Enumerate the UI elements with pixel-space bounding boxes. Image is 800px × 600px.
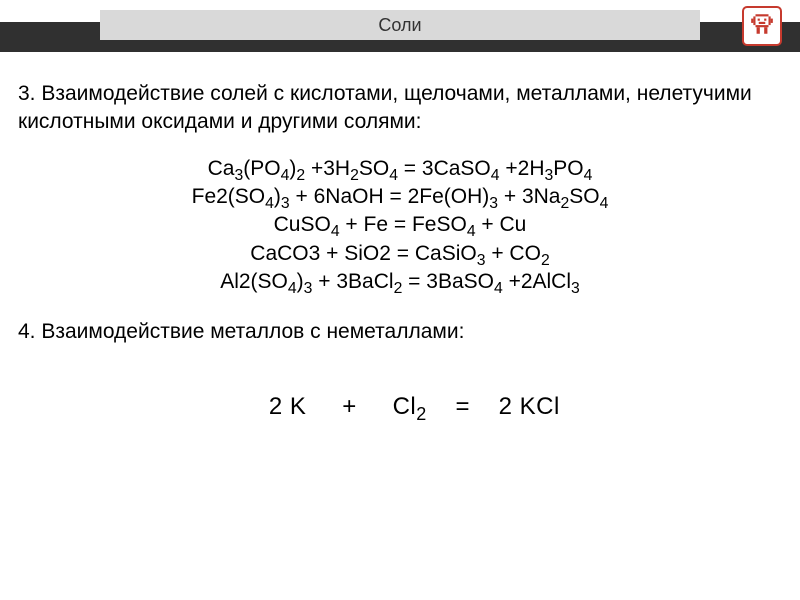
eq5-s1: 4 [288,280,297,297]
section3-heading: 3. Взаимодействие солей с кислотами, щел… [18,80,782,137]
eq4-p1: CaCO3 + SiO2 = CaSiO [250,242,476,265]
eq5-p2: ) [297,270,304,293]
eq1-eq: = [398,157,422,180]
eq1-s4: 2 [350,167,359,184]
eq1-s5: 4 [389,167,398,184]
eq1-s1: 3 [234,167,243,184]
eq3-s2: 4 [467,224,476,241]
eq1-p6: 3CaSO [422,157,491,180]
eq6-p3: 2 KCl [499,393,560,420]
section3-equations: Ca3(PO4)2 +3H2SO4 = 3CaSO4 +2H3PO4 Fe2(S… [18,155,782,297]
eq1-p1: Ca [208,157,235,180]
eq6-g2: = [427,393,499,420]
eq2-s5: 4 [600,195,609,212]
equation-3: CuSO4 + Fe = FeSO4 + Cu [18,211,782,239]
eq1-s7: 3 [545,167,554,184]
eq2-s4: 2 [560,195,569,212]
eq5-p5: +2AlCl [503,270,571,293]
eq1-p8: PO [553,157,583,180]
eq6-p1: 2 K [269,393,307,420]
eq6-s1: 2 [416,404,427,424]
eq6-p2: Cl [393,393,417,420]
eq2-p1: Fe2(SO [192,185,266,208]
eq5-p1: Al2(SO [220,270,288,293]
title-bar: Соли [100,10,700,40]
eq1-s8: 4 [584,167,593,184]
eq5-s5: 3 [571,280,580,297]
eq6-g1: + [306,393,392,420]
slide-content: 3. Взаимодействие солей с кислотами, щел… [18,80,782,449]
eq4-s1: 3 [477,252,486,269]
eq1-p2: (PO [243,157,280,180]
eq2-p4: + 3Na [498,185,560,208]
logo-badge [742,6,782,46]
eq2-s2: 3 [281,195,290,212]
eq3-p2: + Fe = FeSO [340,213,467,236]
equation-1: Ca3(PO4)2 +3H2SO4 = 3CaSO4 +2H3PO4 [18,155,782,183]
pixel-character-icon [749,11,775,42]
eq1-p5: SO [359,157,389,180]
eq1-p7: 2H [518,157,545,180]
eq4-s2: 2 [541,252,550,269]
eq3-p3: + Cu [476,213,527,236]
eq2-p3: + 6NaOH = 2Fe(OH) [290,185,490,208]
equation-4: CaCO3 + SiO2 = CaSiO3 + CO2 [18,240,782,268]
section4-heading: 4. Взаимодействие металлов с неметаллами… [18,318,782,346]
eq1-plus1: + [305,157,323,180]
eq2-s1: 4 [265,195,274,212]
eq5-s3: 2 [394,280,403,297]
section4-equation: 2 K + Cl2 = 2 KCl [18,365,782,449]
eq1-s3: 2 [296,167,305,184]
eq3-p1: CuSO [274,213,331,236]
eq2-p5: SO [569,185,599,208]
equation-5: Al2(SO4)3 + 3BaCl2 = 3BaSO4 +2AlCl3 [18,268,782,296]
equation-2: Fe2(SO4)3 + 6NaOH = 2Fe(OH)3 + 3Na2SO4 [18,183,782,211]
eq2-p2: ) [274,185,281,208]
eq5-s4: 4 [494,280,503,297]
eq1-plus2: + [500,157,518,180]
eq1-s6: 4 [491,167,500,184]
eq5-p4: = 3BaSO [402,270,494,293]
eq2-s3: 3 [489,195,498,212]
eq1-p4: 3H [323,157,350,180]
eq4-p2: + CO [486,242,541,265]
eq5-p3: + 3BaCl [312,270,393,293]
slide-title: Соли [378,15,421,36]
eq3-s1: 4 [331,224,340,241]
